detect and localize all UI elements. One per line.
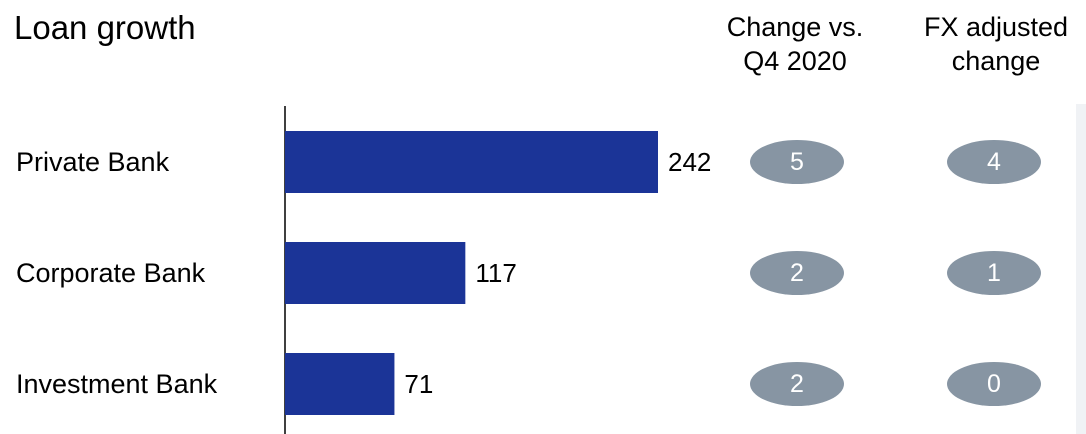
change-pill-value: 0 [987,370,1001,398]
column-header-change: Change vs. Q4 2020 [726,12,864,76]
change-pill-value: 2 [790,259,804,287]
change-pill-value: 2 [790,370,804,398]
change-pill [947,362,1041,406]
category-label: Private Bank [16,147,170,177]
bar [285,131,658,193]
change-pill-value: 1 [987,259,1001,287]
change-pill [750,362,844,406]
change-pill [750,140,844,184]
category-label: Investment Bank [16,369,218,399]
change-pill [947,251,1041,295]
bar [285,242,466,304]
chart-title: Loan growth [14,9,196,46]
change-pill [947,140,1041,184]
bar [285,353,395,415]
bar-value-label: 117 [475,258,516,288]
change-pill-value: 5 [790,148,804,176]
change-pill [750,251,844,295]
bar-value-label: 71 [404,369,433,399]
category-label: Corporate Bank [16,258,206,288]
change-pill-value: 4 [987,148,1001,176]
bar-value-label: 242 [668,147,711,177]
side-panel [1076,104,1086,434]
column-header-fx-adjusted: FX adjusted change [923,12,1069,76]
